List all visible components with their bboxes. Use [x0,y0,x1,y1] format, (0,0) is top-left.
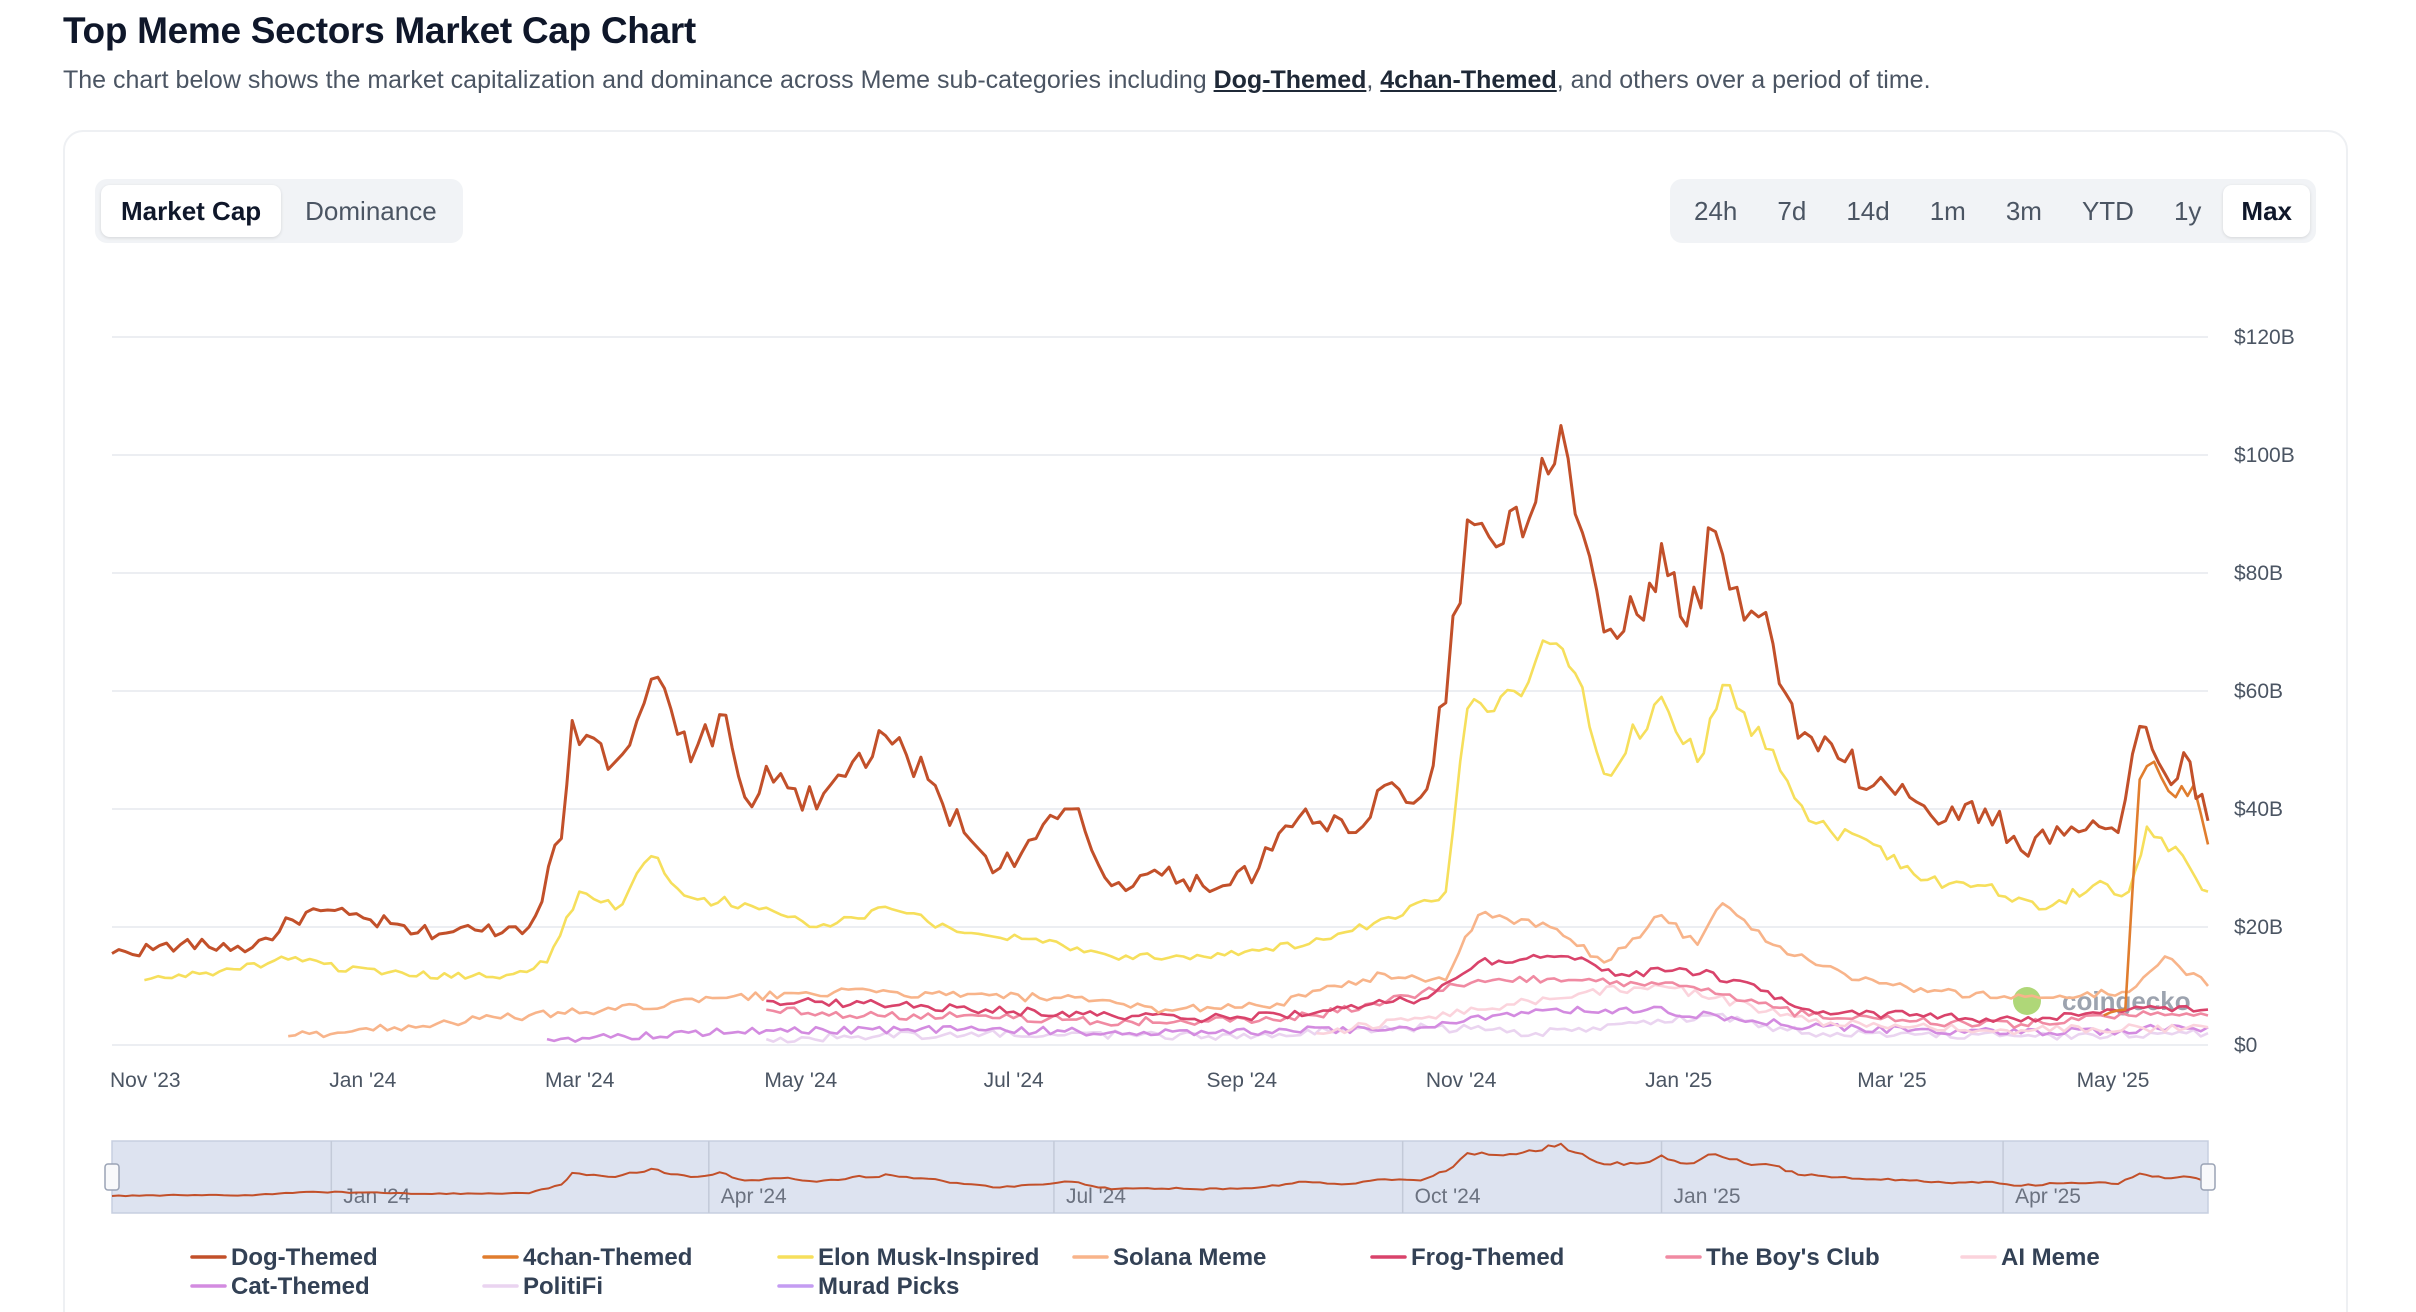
range-button-ytd[interactable]: YTD [2081,195,2134,226]
legend-item-cat-themed[interactable]: Cat-Themed [190,1273,370,1300]
legend-item-murad-picks[interactable]: Murad Picks [777,1273,959,1300]
4chan-themed-link[interactable]: 4chan-Themed [1380,66,1557,94]
x-tick-label: Jan '25 [1645,1069,1712,1092]
subtitle-prefix: The chart below shows the market capital… [63,66,1214,94]
series-line-politifi [765,1012,2209,1044]
legend-item-elon-musk-inspired[interactable]: Elon Musk-Inspired [777,1244,1039,1271]
navigator-series-line [111,1142,2209,1198]
series-line-dog-themed [111,424,2210,958]
range-button-1y[interactable]: 1y [2173,195,2202,226]
x-tick-label: Nov '23 [110,1069,181,1092]
coingecko-logo-icon [2013,987,2041,1015]
series-line-frog-themed [766,953,2209,1024]
y-tick-label: $60B [2234,680,2283,703]
subtitle-separator: , [1366,66,1381,94]
subtitle-suffix: , and others over a period of time. [1556,66,1931,94]
x-tick-label: Sep '24 [1207,1069,1278,1092]
legend-label: Cat-Themed [231,1273,370,1300]
y-tick-label: $120B [2234,326,2295,349]
legend-item-solana-meme[interactable]: Solana Meme [1072,1244,1266,1271]
x-tick-label: May '25 [2077,1069,2150,1092]
series-line-solana-meme [288,902,2210,1039]
x-tick-label: Jan '24 [329,1069,396,1092]
range-button-max[interactable]: Max [2223,185,2310,237]
chart-legend: Dog-Themed 4chan-Themed Elon Musk-Inspired… [190,1244,2100,1300]
series-line-elon-musk-inspired [144,639,2209,982]
y-tick-label: $100B [2234,444,2295,467]
legend-item-the-boy-s-club[interactable]: The Boy's Club [1665,1244,1880,1271]
dominance-tab[interactable]: Dominance [305,195,437,226]
navigator-label: Jan '25 [1674,1185,1741,1208]
range-button-3m[interactable]: 3m [2005,195,2042,226]
legend-item-frog-themed[interactable]: Frog-Themed [1370,1244,1564,1271]
chart-grid [112,336,2208,1046]
legend-label: Dog-Themed [231,1244,378,1271]
navigator-label: Apr '25 [2015,1185,2081,1208]
navigator-label: Jan '24 [343,1185,410,1208]
legend-item-dog-themed[interactable]: Dog-Themed [190,1244,378,1271]
x-axis: Nov '23 Jan '24 Mar '24 May '24 Jul '24 Sep '… [110,1069,2149,1092]
view-toggle: Market Cap Dominance [95,179,463,243]
navigator-left-handle[interactable] [104,1163,120,1191]
market-cap-tab[interactable]: Market Cap [101,185,282,237]
chart-card: Market Cap Dominance 24h 7d 14d 1m 3m YTD 1y Ma… [63,130,2348,1312]
range-button-24h[interactable]: 24h [1694,195,1738,226]
x-tick-label: Mar '25 [1857,1069,1926,1092]
x-tick-label: May '24 [764,1069,837,1092]
page-title: Top Meme Sectors Market Cap Chart [63,10,696,51]
legend-label: AI Meme [2001,1244,2100,1271]
navigator-label: Apr '24 [721,1185,787,1208]
legend-label: Murad Picks [818,1273,959,1300]
navigator-right-handle[interactable] [2200,1163,2216,1191]
range-navigator[interactable]: Jan '24 Apr '24 Jul '24 Oct '24 Jan '25 Apr '… [104,1140,2216,1214]
y-tick-label: $40B [2234,798,2283,821]
range-button-14d[interactable]: 14d [1846,195,1890,226]
series-line-cat-themed [546,1005,2209,1043]
x-tick-label: Mar '24 [545,1069,615,1092]
page-subtitle: The chart below shows the market capital… [63,66,1931,95]
y-tick-label: $0 [2234,1034,2257,1057]
y-axis: $0 $20B $40B $60B $80B $100B $120B [2234,326,2295,1057]
legend-label: 4chan-Themed [523,1244,692,1271]
series-line-the-boy-s-club [766,974,2209,1029]
x-tick-label: Jul '24 [984,1069,1044,1092]
dog-themed-link[interactable]: Dog-Themed [1213,66,1367,94]
navigator-label: Oct '24 [1415,1185,1481,1208]
legend-item-ai-meme[interactable]: AI Meme [1960,1244,2100,1271]
navigator-window[interactable] [111,1140,2209,1214]
legend-item-4chan-themed[interactable]: 4chan-Themed [482,1244,692,1271]
series-line-4chan-themed [2103,760,2210,1017]
legend-label: PolitiFi [523,1273,603,1300]
y-tick-label: $20B [2234,916,2283,939]
legend-label: The Boy's Club [1706,1244,1880,1271]
y-tick-label: $80B [2234,562,2283,585]
legend-label: Frog-Themed [1411,1244,1564,1271]
legend-label: Solana Meme [1113,1244,1266,1271]
time-range-selector: 24h 7d 14d 1m 3m YTD 1y Max [1670,179,2316,243]
range-button-1m[interactable]: 1m [1929,195,1966,226]
legend-item-politifi[interactable]: PolitiFi [482,1273,603,1300]
legend-label: Elon Musk-Inspired [818,1244,1039,1271]
chart-series [111,424,2210,1044]
range-button-7d[interactable]: 7d [1777,195,1807,226]
navigator-label: Jul '24 [1066,1185,1126,1208]
x-tick-label: Nov '24 [1426,1069,1497,1092]
series-line-ai-meme [1316,983,2209,1036]
